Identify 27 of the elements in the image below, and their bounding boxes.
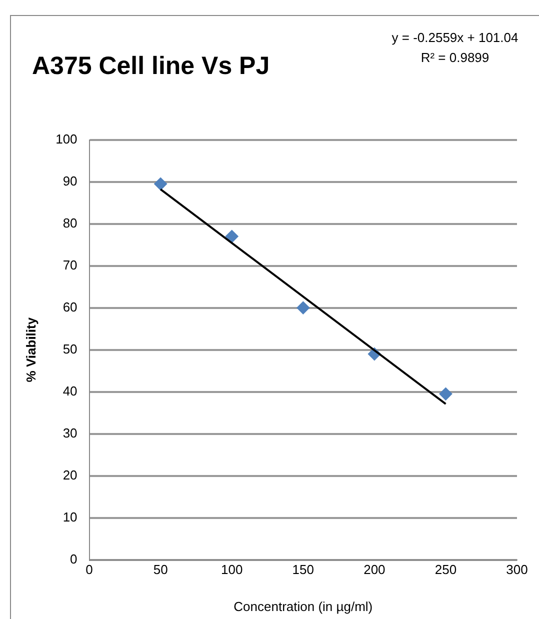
y-tick-label: 20 [62, 467, 78, 482]
y-tick-label: 50 [62, 341, 78, 356]
y-tick-label: 60 [62, 299, 78, 314]
x-tick-label: 150 [292, 562, 314, 578]
y-tick-label: 70 [62, 257, 78, 272]
y-tick-label: 30 [62, 425, 78, 440]
x-tick-label: 250 [434, 562, 457, 578]
y-tick-label: 0 [70, 551, 78, 566]
x-tick-label: 200 [364, 562, 386, 578]
y-tick-label: 100 [56, 131, 78, 146]
x-tick-label: 300 [506, 562, 528, 578]
text: y = -0.2559x + 101.04 [390, 29, 520, 47]
x-tick-label: 0 [86, 562, 93, 578]
point [225, 230, 238, 243]
text: R² = 0.9899 [420, 49, 490, 67]
y-axis-title: % Viability [23, 316, 38, 382]
y-tick-label: 10 [62, 509, 78, 524]
chart-title: A375 Cell line Vs PJ [32, 52, 270, 81]
y-tick-label: 90 [62, 173, 78, 188]
y-tick-label: 80 [62, 215, 78, 230]
point [439, 387, 452, 400]
point [296, 301, 310, 314]
x-axis-title: Concentration (in µg/ml) [234, 598, 373, 614]
x-tick-label: 50 [153, 562, 168, 578]
point [154, 177, 168, 190]
x-tick-label: 100 [221, 562, 243, 578]
y-tick-label: 40 [62, 383, 78, 398]
